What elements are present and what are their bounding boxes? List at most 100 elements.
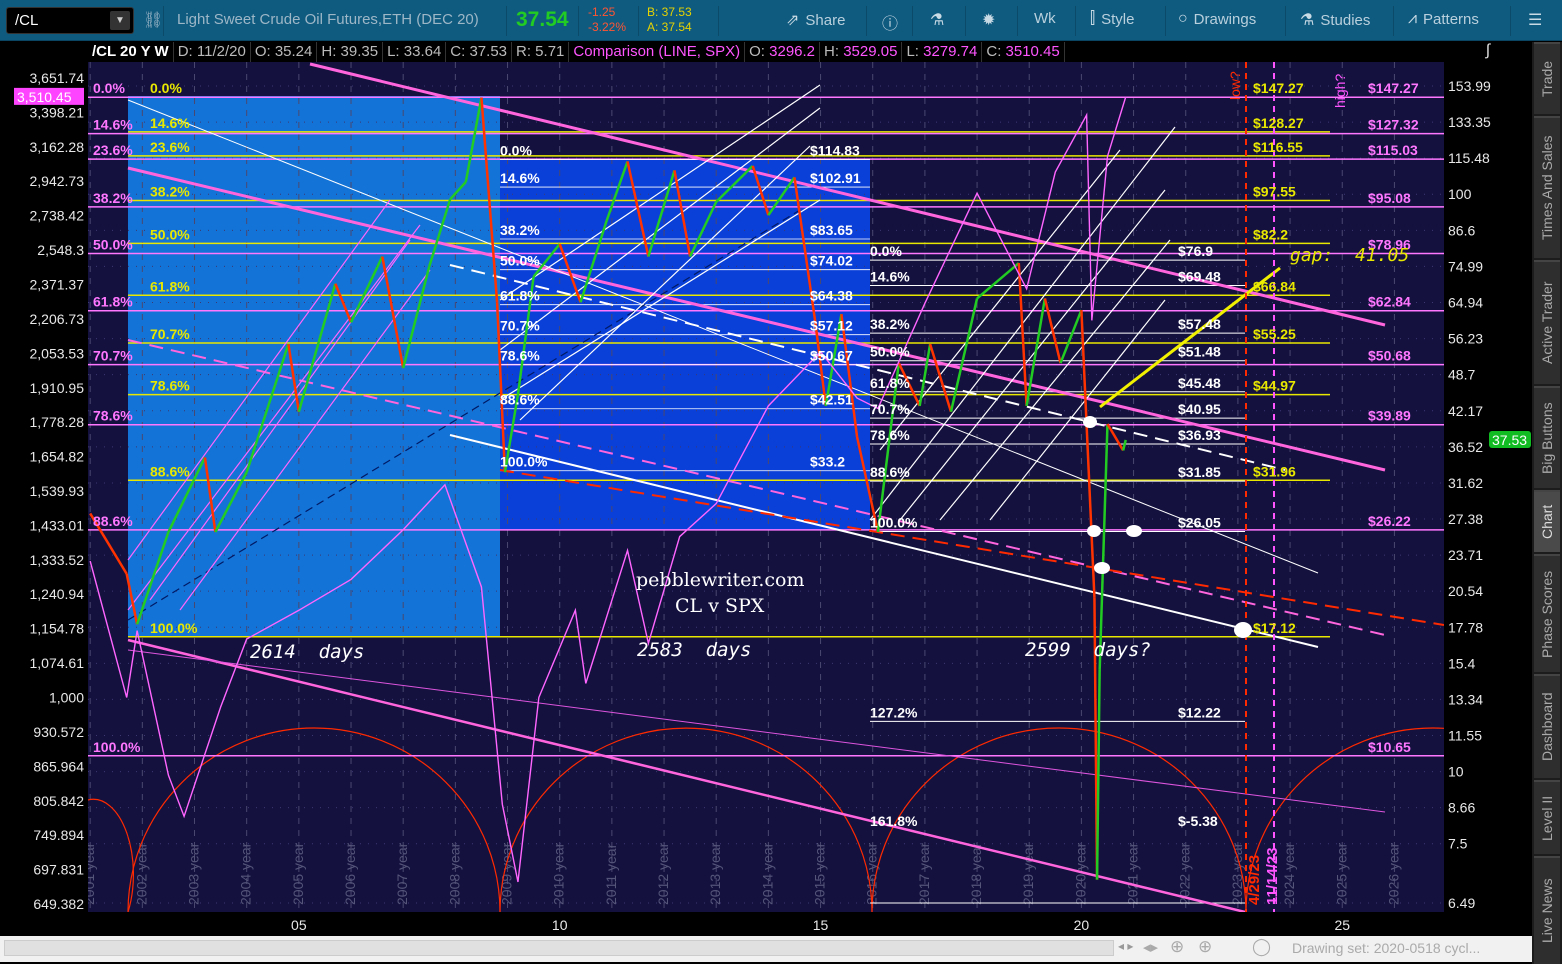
settings-button[interactable]: ✹ [982,10,995,30]
trendline-navy-dashed[interactable] [127,209,801,621]
cl-price-segment[interactable] [767,176,796,216]
cl-price-segment[interactable] [381,256,405,369]
trendline-pink-lower[interactable] [127,638,1246,912]
cl-price-segment[interactable] [647,169,676,257]
tab-times-and-sales[interactable]: Times And Sales [1534,116,1560,258]
series [89,96,1127,883]
cl-price-segment[interactable] [976,262,1020,300]
cl-price-segment[interactable] [876,362,901,533]
chevron-down-icon[interactable]: ▼ [110,11,130,30]
cl-price-segment[interactable] [814,322,828,407]
trendline-pink-main[interactable] [127,166,1386,472]
drawing-set-icon[interactable]: ◯ [1252,937,1272,956]
cl-price-segment[interactable] [605,160,629,222]
cl-price-segment[interactable] [464,97,483,183]
gap-arrow-line[interactable] [1099,266,1281,409]
zoom-icon[interactable]: ⊕ [1198,937,1213,956]
cl-price-segment[interactable] [558,243,582,303]
pan-icon[interactable]: ◂▸ [1143,939,1159,956]
flask-button[interactable]: ⚗ [930,10,944,30]
cl-price-segment[interactable] [89,512,128,575]
trendline-white-dashed[interactable] [449,264,1286,471]
cl-price-segment[interactable] [428,198,452,267]
cl-price-segment[interactable] [480,97,499,303]
cl-price-segment[interactable] [125,573,139,625]
cl-price-segment[interactable] [1095,669,1101,880]
aggregation-button[interactable]: Wk [1034,10,1056,27]
cl-price-segment[interactable] [673,170,692,257]
patterns-button[interactable]: ⩘ Patterns [1408,10,1479,28]
cl-price-segment[interactable] [214,471,248,533]
cl-price-segment[interactable] [949,298,979,413]
tab-big-buttons[interactable]: Big Buttons [1534,386,1560,488]
trendline-pink-upper[interactable] [309,62,1386,327]
trendline-red-dashed[interactable] [499,469,1444,626]
crosshair-icon[interactable]: ⊕ [1170,937,1185,956]
style-button[interactable]: ⫿ Style [1090,10,1135,28]
trendline-pink-thin[interactable] [127,649,1386,813]
cl-price-segment[interactable] [1059,309,1083,364]
tab-live-news[interactable]: Live News [1534,856,1560,964]
cl-price-segment[interactable] [135,531,170,625]
trendline-white-lower[interactable] [449,434,1319,648]
cl-price-segment[interactable] [751,165,770,216]
right-price-axis[interactable] [1444,62,1532,912]
cl-price-segment[interactable] [928,343,953,413]
tab-trade[interactable]: Trade [1534,42,1560,114]
cl-price-segment[interactable] [1043,298,1062,364]
tab-dashboard[interactable]: Dashboard [1534,674,1560,778]
scale-icon[interactable]: ∫ [1444,42,1532,62]
cl-price-segment[interactable] [532,243,561,278]
cl-price-segment[interactable] [715,164,754,203]
cl-price-segment[interactable] [840,313,859,438]
cl-price-segment[interactable] [334,283,353,323]
trendline-pink-dashed[interactable] [127,339,1386,636]
info-button[interactable]: ⓘ [882,10,898,34]
cl-price-segment[interactable] [401,266,431,369]
cl-price-segment[interactable] [449,181,467,201]
trendline-white-thin[interactable] [127,99,1319,574]
cl-price-segment[interactable] [918,343,932,407]
cl-price-segment[interactable] [897,362,921,407]
cl-price-segment[interactable] [1017,262,1028,406]
menu-button[interactable]: ☰ [1528,10,1542,30]
share-button[interactable]: ⇗ Share [786,11,846,30]
left-price-axis[interactable] [0,62,88,912]
cl-price-segment[interactable] [167,456,207,533]
horizontal-scrollbar[interactable] [4,940,1114,956]
comparison-label[interactable]: Comparison (LINE, SPX) [569,42,746,62]
scroll-arrows-icon[interactable]: ◂ ▸ [1118,939,1134,953]
tab-chart[interactable]: Chart [1534,490,1560,552]
time-axis[interactable] [88,912,1444,936]
cl-price-segment[interactable] [503,394,520,473]
cl-price-segment[interactable] [297,283,337,413]
cl-price-segment[interactable] [245,343,290,473]
cl-price-segment[interactable] [1106,423,1125,452]
cl-price-segment[interactable] [855,436,880,533]
drawings-button[interactable]: ○ Drawings [1178,10,1257,28]
cl-price-segment[interactable] [1098,423,1109,670]
fib-price-label: $115.03 [1368,142,1418,158]
cl-price-segment[interactable] [1080,310,1096,598]
symbol-selector[interactable]: /CL ▼ [6,7,134,34]
spx-comparison-line[interactable] [89,96,1127,883]
cl-price-segment[interactable] [349,256,384,323]
tab-phase-scores[interactable]: Phase Scores [1534,554,1560,672]
cl-price-segment[interactable] [1025,298,1047,407]
cl-price-segment[interactable] [203,457,217,533]
cl-price-segment[interactable] [824,313,843,407]
cl-price-segment[interactable] [579,220,608,303]
drawing-set-label[interactable]: Drawing set: 2020-0518 cycl... [1292,940,1481,956]
cl-price-segment[interactable] [287,343,301,412]
tab-active-trader[interactable]: Active Trader [1534,260,1560,384]
cl-price-segment[interactable] [793,177,817,323]
cl-price-segment[interactable] [688,201,718,258]
cl-price-segment[interactable] [626,161,650,257]
cl-price-segment[interactable] [516,276,535,395]
cl-price-segment[interactable] [1121,439,1127,451]
studies-button[interactable]: ⚗ Studies [1300,11,1371,30]
cl-price-segment[interactable] [495,302,507,473]
tab-level-ii[interactable]: Level II [1534,780,1560,854]
link-icon[interactable]: ⛓ [143,12,164,29]
